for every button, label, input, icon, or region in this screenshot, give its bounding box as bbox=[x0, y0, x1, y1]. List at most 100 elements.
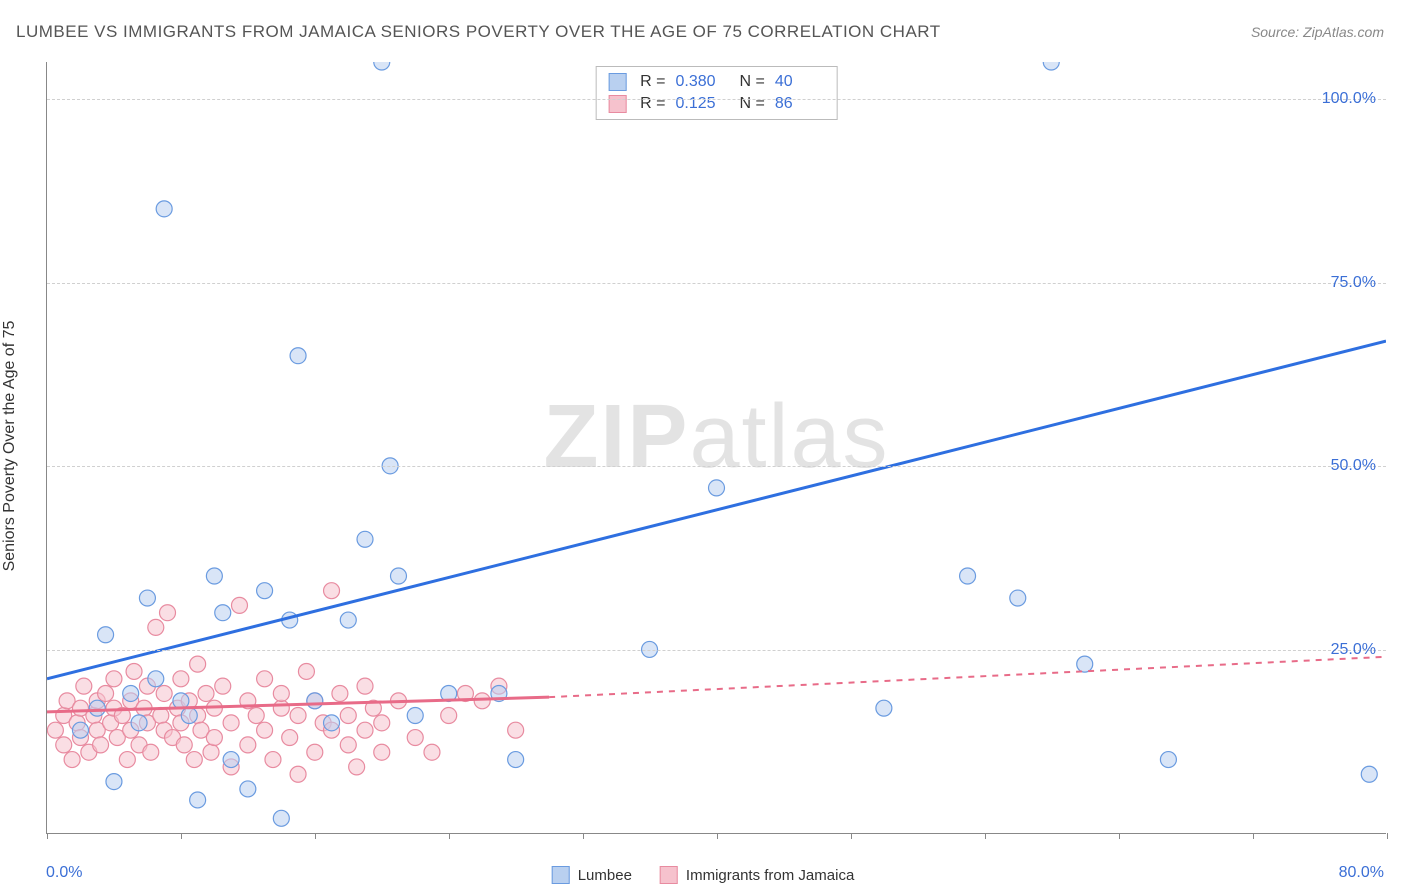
scatter-point bbox=[186, 752, 202, 768]
trend-line-series1 bbox=[47, 341, 1386, 679]
scatter-point bbox=[93, 737, 109, 753]
grid-line bbox=[47, 99, 1386, 100]
scatter-point bbox=[206, 568, 222, 584]
scatter-point bbox=[156, 201, 172, 217]
scatter-point bbox=[76, 678, 92, 694]
x-tick bbox=[851, 833, 852, 839]
stats-swatch-series1 bbox=[608, 73, 626, 91]
scatter-point bbox=[273, 810, 289, 826]
stats-row-series2: R = 0.125 N = 86 bbox=[608, 93, 825, 115]
scatter-point bbox=[357, 722, 373, 738]
y-tick-label: 50.0% bbox=[1331, 457, 1376, 475]
x-tick bbox=[1253, 833, 1254, 839]
scatter-point bbox=[119, 752, 135, 768]
scatter-point bbox=[98, 685, 114, 701]
scatter-point bbox=[56, 737, 72, 753]
x-tick bbox=[181, 833, 182, 839]
scatter-point bbox=[474, 693, 490, 709]
x-max-label: 80.0% bbox=[1339, 864, 1384, 882]
scatter-point bbox=[340, 612, 356, 628]
scatter-point bbox=[407, 708, 423, 724]
x-tick bbox=[449, 833, 450, 839]
x-tick bbox=[1119, 833, 1120, 839]
scatter-point bbox=[223, 752, 239, 768]
scatter-point bbox=[106, 671, 122, 687]
scatter-point bbox=[143, 744, 159, 760]
legend-bottom: Lumbee Immigrants from Jamaica bbox=[552, 866, 855, 884]
scatter-point bbox=[126, 663, 142, 679]
x-tick bbox=[583, 833, 584, 839]
scatter-point bbox=[240, 737, 256, 753]
scatter-point bbox=[273, 685, 289, 701]
x-tick bbox=[717, 833, 718, 839]
scatter-point bbox=[374, 744, 390, 760]
x-tick bbox=[47, 833, 48, 839]
plot-area: ZIPatlas R = 0.380 N = 40 R = 0.125 N = … bbox=[46, 62, 1386, 834]
source-attribution: Source: ZipAtlas.com bbox=[1251, 24, 1384, 40]
grid-line bbox=[47, 466, 1386, 467]
scatter-point bbox=[190, 656, 206, 672]
scatter-point bbox=[290, 766, 306, 782]
x-tick bbox=[315, 833, 316, 839]
scatter-point bbox=[307, 693, 323, 709]
x-min-label: 0.0% bbox=[46, 864, 82, 882]
scatter-point bbox=[282, 730, 298, 746]
scatter-point bbox=[508, 722, 524, 738]
scatter-point bbox=[332, 685, 348, 701]
scatter-point bbox=[441, 708, 457, 724]
scatter-point bbox=[231, 597, 247, 613]
scatter-point bbox=[148, 671, 164, 687]
scatter-point bbox=[215, 605, 231, 621]
legend-item-series1: Lumbee bbox=[552, 866, 632, 884]
scatter-point bbox=[307, 744, 323, 760]
scatter-point bbox=[148, 619, 164, 635]
legend-item-series2: Immigrants from Jamaica bbox=[660, 866, 854, 884]
scatter-point bbox=[324, 715, 340, 731]
scatter-point bbox=[160, 605, 176, 621]
scatter-point bbox=[357, 678, 373, 694]
scatter-point bbox=[876, 700, 892, 716]
scatter-point bbox=[139, 590, 155, 606]
stats-swatch-series2 bbox=[608, 95, 626, 113]
y-tick-label: 100.0% bbox=[1322, 90, 1376, 108]
scatter-point bbox=[173, 671, 189, 687]
scatter-point bbox=[1010, 590, 1026, 606]
scatter-point bbox=[176, 737, 192, 753]
trend-line-series2-dashed bbox=[549, 657, 1386, 697]
plot-svg bbox=[47, 62, 1386, 833]
scatter-point bbox=[424, 744, 440, 760]
stats-box: R = 0.380 N = 40 R = 0.125 N = 86 bbox=[595, 66, 838, 120]
scatter-point bbox=[156, 685, 172, 701]
scatter-point bbox=[215, 678, 231, 694]
chart-title: LUMBEE VS IMMIGRANTS FROM JAMAICA SENIOR… bbox=[16, 22, 941, 42]
scatter-point bbox=[131, 715, 147, 731]
scatter-point bbox=[223, 715, 239, 731]
x-tick bbox=[1387, 833, 1388, 839]
scatter-point bbox=[89, 700, 105, 716]
scatter-point bbox=[72, 722, 88, 738]
scatter-point bbox=[290, 708, 306, 724]
scatter-point bbox=[206, 730, 222, 746]
y-axis-label: Seniors Poverty Over the Age of 75 bbox=[1, 321, 19, 572]
grid-line bbox=[47, 650, 1386, 651]
scatter-point bbox=[248, 708, 264, 724]
scatter-point bbox=[349, 759, 365, 775]
y-tick-label: 75.0% bbox=[1331, 274, 1376, 292]
scatter-point bbox=[181, 708, 197, 724]
scatter-point bbox=[240, 781, 256, 797]
scatter-point bbox=[340, 737, 356, 753]
scatter-point bbox=[257, 671, 273, 687]
scatter-point bbox=[257, 583, 273, 599]
scatter-point bbox=[1077, 656, 1093, 672]
scatter-point bbox=[273, 700, 289, 716]
scatter-point bbox=[1043, 62, 1059, 70]
scatter-point bbox=[374, 62, 390, 70]
scatter-point bbox=[198, 685, 214, 701]
legend-swatch-series2 bbox=[660, 866, 678, 884]
scatter-point bbox=[265, 752, 281, 768]
scatter-point bbox=[390, 568, 406, 584]
legend-swatch-series1 bbox=[552, 866, 570, 884]
scatter-point bbox=[357, 531, 373, 547]
scatter-point bbox=[64, 752, 80, 768]
y-tick-label: 25.0% bbox=[1331, 641, 1376, 659]
